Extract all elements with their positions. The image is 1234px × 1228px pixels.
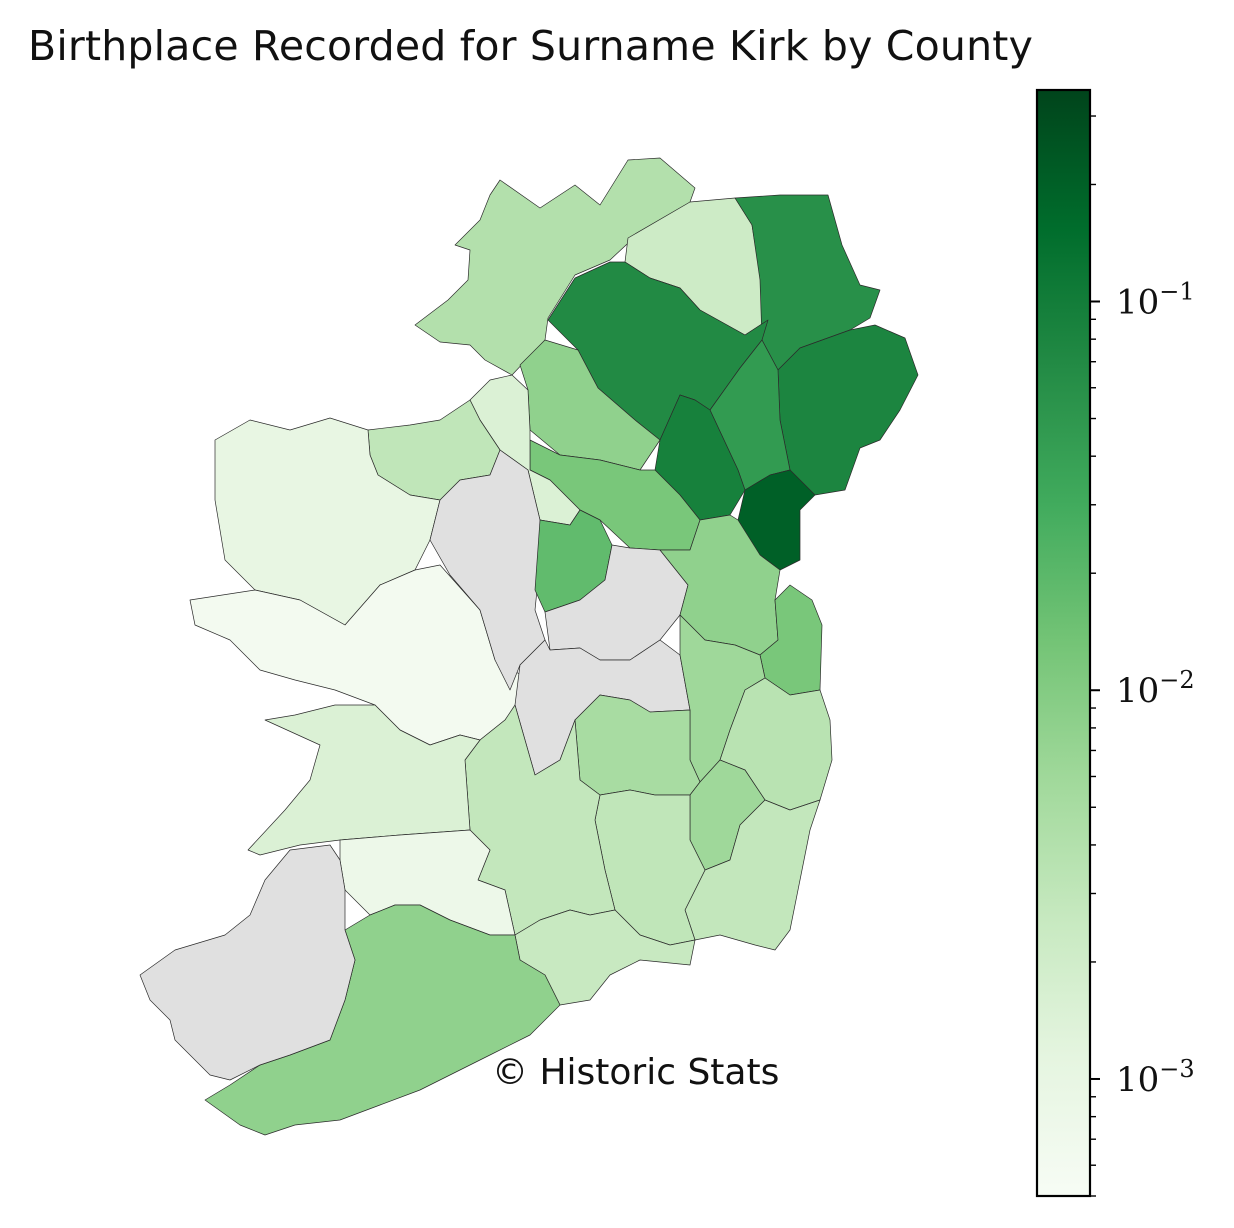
colorbar-tick-label: 10−1 <box>1116 278 1195 323</box>
ireland-choropleth-map: DonegalDerryAntrimDownTyroneArmaghFerman… <box>139 157 919 1136</box>
map-title: Birthplace Recorded for Surname Kirk by … <box>28 22 1034 70</box>
copyright-watermark: © Historic Stats <box>492 1052 780 1093</box>
county-kerry: Kerry <box>139 844 356 1081</box>
colorbar-tick-label: 10−3 <box>1116 1055 1195 1100</box>
county-antrim: Antrim <box>734 194 881 371</box>
colorbar-tick-label: 10−2 <box>1116 666 1195 711</box>
colorbar-gradient <box>1035 88 1092 1198</box>
colorbar-ticks: 10−1 10−2 10−3 <box>1090 115 1195 1197</box>
